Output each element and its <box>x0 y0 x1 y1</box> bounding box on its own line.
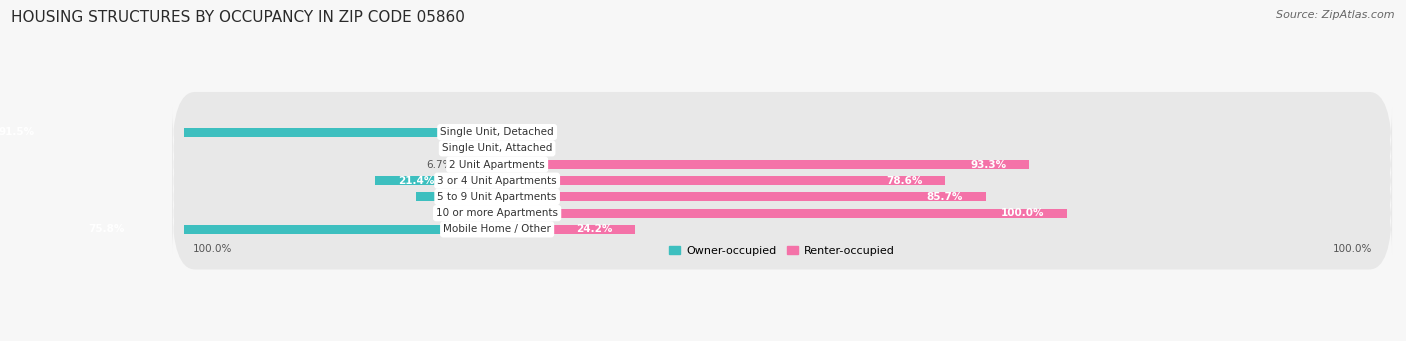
Bar <box>65 225 498 234</box>
Text: Mobile Home / Other: Mobile Home / Other <box>443 224 551 234</box>
FancyBboxPatch shape <box>173 124 1392 205</box>
Text: Source: ZipAtlas.com: Source: ZipAtlas.com <box>1277 10 1395 20</box>
Text: 100.0%: 100.0% <box>1001 208 1045 218</box>
FancyBboxPatch shape <box>173 173 1392 253</box>
Bar <box>498 225 636 234</box>
Bar <box>0 128 498 136</box>
Bar <box>498 128 546 136</box>
Text: 93.3%: 93.3% <box>970 160 1007 169</box>
Text: HOUSING STRUCTURES BY OCCUPANCY IN ZIP CODE 05860: HOUSING STRUCTURES BY OCCUPANCY IN ZIP C… <box>11 10 465 25</box>
FancyBboxPatch shape <box>173 140 1392 221</box>
FancyBboxPatch shape <box>173 157 1392 237</box>
Text: 0.0%: 0.0% <box>454 208 479 218</box>
Text: 0.0%: 0.0% <box>515 143 540 153</box>
Bar <box>498 176 945 185</box>
Bar <box>375 176 498 185</box>
Text: 14.3%: 14.3% <box>439 192 475 202</box>
Text: Single Unit, Attached: Single Unit, Attached <box>441 143 553 153</box>
Bar <box>458 160 498 169</box>
Text: 75.8%: 75.8% <box>89 224 124 234</box>
Bar <box>498 160 1029 169</box>
Text: 5 to 9 Unit Apartments: 5 to 9 Unit Apartments <box>437 192 557 202</box>
FancyBboxPatch shape <box>173 108 1392 189</box>
FancyBboxPatch shape <box>173 92 1392 172</box>
Bar <box>416 192 498 202</box>
Text: 85.7%: 85.7% <box>927 192 963 202</box>
Text: 10 or more Apartments: 10 or more Apartments <box>436 208 558 218</box>
Legend: Owner-occupied, Renter-occupied: Owner-occupied, Renter-occupied <box>665 241 900 261</box>
Text: 3 or 4 Unit Apartments: 3 or 4 Unit Apartments <box>437 176 557 186</box>
Text: 24.2%: 24.2% <box>576 224 612 234</box>
Bar <box>498 192 986 202</box>
Text: 2 Unit Apartments: 2 Unit Apartments <box>450 160 546 169</box>
Text: Single Unit, Detached: Single Unit, Detached <box>440 127 554 137</box>
Bar <box>498 209 1067 218</box>
Text: 8.5%: 8.5% <box>494 127 523 137</box>
Text: 21.4%: 21.4% <box>398 176 434 186</box>
Text: 91.5%: 91.5% <box>0 127 35 137</box>
Text: 0.0%: 0.0% <box>454 143 479 153</box>
Text: 6.7%: 6.7% <box>427 160 453 169</box>
Text: 78.6%: 78.6% <box>886 176 922 186</box>
FancyBboxPatch shape <box>173 189 1392 269</box>
